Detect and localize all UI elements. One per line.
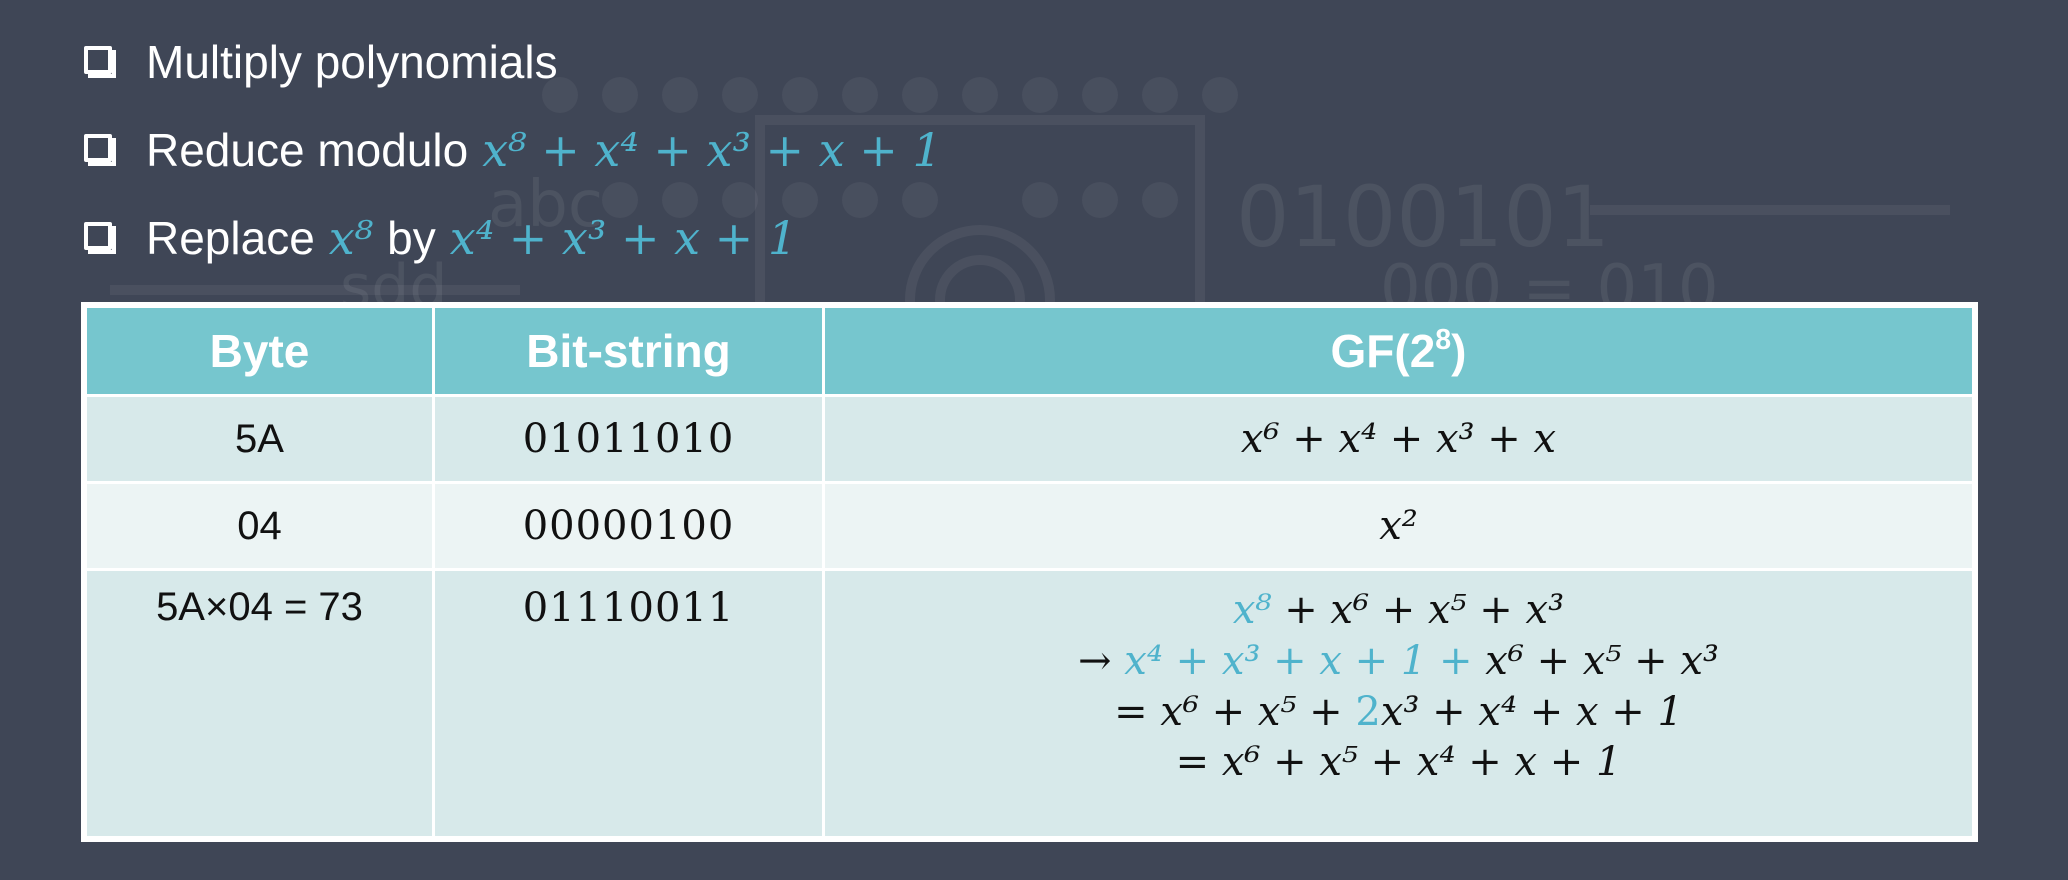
highlight-term: 2 <box>1355 688 1381 735</box>
bullet-list: Multiply polynomials Reduce modulo x⁸ + … <box>84 18 942 282</box>
bullet-math: x⁸ <box>328 211 374 265</box>
plain-term: = x⁶ + x⁵ + x⁴ + x + 1 <box>1175 739 1622 786</box>
bullet-multiply: Multiply polynomials <box>84 18 942 106</box>
cell-bits: 01011010 <box>432 394 825 484</box>
checkbox-bullet-icon <box>84 46 116 78</box>
highlight-term: x⁴ + x³ + x + 1 + <box>1124 637 1486 684</box>
highlight-term: x⁸ <box>1232 587 1272 633</box>
bg-binary-text: 0100101 <box>1236 168 1611 266</box>
bullet-replace: Replace x⁸ by x⁴ + x³ + x + 1 <box>84 194 942 282</box>
table-row: 04 00000100 x² <box>84 481 1975 571</box>
poly-text: x⁶ + x⁴ + x³ + x <box>1240 415 1557 462</box>
header-gf: GF(28) <box>822 305 1975 397</box>
cell-poly: x⁶ + x⁴ + x³ + x <box>822 394 1975 484</box>
header-bitstring: Bit-string <box>432 305 825 397</box>
bullet-text: Reduce modulo <box>146 124 469 176</box>
cell-bits: 01110011 <box>432 568 825 839</box>
table-row: 5A×04 = 73 01110011 x⁸ + x⁶ + x⁵ + x³ → … <box>84 568 1975 839</box>
header-gf-exp: 8 <box>1435 324 1452 357</box>
plain-term: x⁶ + x⁵ + x³ <box>1485 637 1719 684</box>
derivation-line-2: → x⁴ + x³ + x + 1 + x⁶ + x⁵ + x³ <box>826 636 1971 687</box>
table-header-row: Byte Bit-string GF(28) <box>84 305 1975 397</box>
bullet-text: Replace <box>146 212 315 264</box>
cell-bits: 00000100 <box>432 481 825 571</box>
bullet-text: Multiply polynomials <box>146 36 558 88</box>
bullet-reduce: Reduce modulo x⁸ + x⁴ + x³ + x + 1 <box>84 106 942 194</box>
plain-term: x³ + x⁴ + x + 1 <box>1380 688 1683 735</box>
derivation-line-3: = x⁶ + x⁵ + 2x³ + x⁴ + x + 1 <box>826 687 1971 738</box>
arrow-icon: → <box>1078 637 1125 684</box>
poly-text: x² <box>1379 502 1418 549</box>
checkbox-bullet-icon <box>84 134 116 166</box>
checkbox-bullet-icon <box>84 222 116 254</box>
cell-poly-derivation: x⁸ + x⁶ + x⁵ + x³ → x⁴ + x³ + x + 1 + x⁶… <box>822 568 1975 839</box>
derivation-lines: x⁸ + x⁶ + x⁵ + x³ → x⁴ + x³ + x + 1 + x⁶… <box>826 585 1971 788</box>
table-row: 5A 01011010 x⁶ + x⁴ + x³ + x <box>84 394 1975 484</box>
bullet-math: x⁴ + x³ + x + 1 <box>449 211 798 265</box>
cell-byte: 04 <box>84 481 435 571</box>
derivation-line-4: = x⁶ + x⁵ + x⁴ + x + 1 <box>826 737 1971 788</box>
plain-term: + x⁶ + x⁵ + x³ <box>1271 587 1565 633</box>
cell-byte: 5A <box>84 394 435 484</box>
plain-term: = x⁶ + x⁵ + <box>1114 688 1356 735</box>
header-gf-base: GF(2 <box>1330 325 1436 377</box>
bullet-math: x⁸ + x⁴ + x³ + x + 1 <box>482 123 942 177</box>
header-gf-close: ) <box>1451 325 1467 377</box>
cell-poly: x² <box>822 481 1975 571</box>
cell-byte: 5A×04 = 73 <box>84 568 435 839</box>
derivation-line-1: x⁸ + x⁶ + x⁵ + x³ <box>826 585 1971 636</box>
header-byte: Byte <box>84 305 435 397</box>
bullet-text: by <box>387 212 436 264</box>
gf-multiplication-table: Byte Bit-string GF(28) 5A 01011010 x⁶ + … <box>84 305 1975 839</box>
